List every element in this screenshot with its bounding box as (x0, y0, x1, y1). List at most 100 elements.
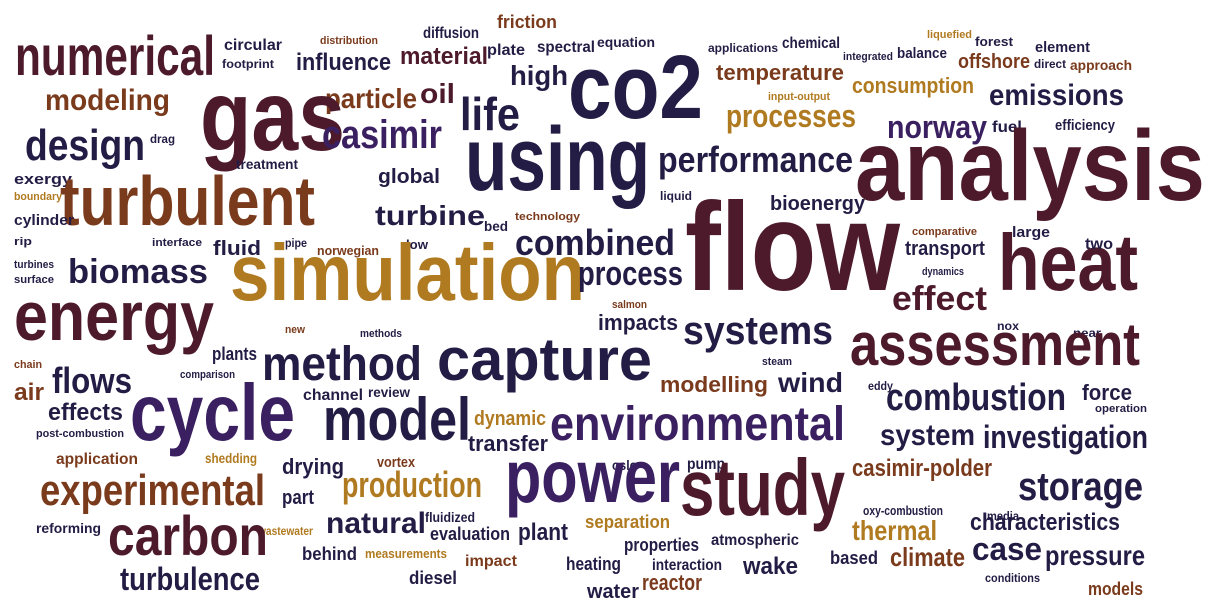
word: drying (282, 454, 344, 479)
word: biomass (68, 253, 208, 291)
word: gas (200, 60, 345, 172)
word: assessment (850, 311, 1140, 378)
word: treatment (236, 156, 298, 172)
word: liquefied (927, 29, 972, 41)
word: modelling (660, 372, 768, 397)
word: flows (52, 360, 132, 401)
word: input-output (768, 91, 830, 103)
word: numerical (15, 24, 215, 87)
word: influence (296, 49, 391, 76)
word: shedding (205, 450, 257, 466)
word: consumption (852, 73, 974, 98)
word: measurements (365, 546, 447, 561)
word: characteristics (970, 509, 1120, 536)
word: fluid (213, 238, 261, 260)
word: dynamics (922, 266, 964, 278)
word: turbine (375, 200, 485, 231)
word: experimental (40, 466, 265, 515)
word: spectral (537, 39, 595, 56)
word: fuel (992, 119, 1022, 136)
word: method (262, 338, 422, 391)
word: carbon (108, 504, 268, 567)
word: climate (890, 542, 965, 572)
word: comparison (180, 369, 235, 381)
word: environmental (550, 398, 845, 451)
word: exergy (14, 171, 73, 188)
word: temperature (716, 60, 844, 85)
word: equation (597, 34, 655, 50)
word: chain (14, 359, 42, 371)
word: impact (465, 553, 518, 570)
word: pressure (1045, 540, 1145, 571)
word: effects (48, 399, 123, 426)
word: life (460, 88, 520, 140)
word: vortex (377, 454, 416, 471)
word: near (1073, 326, 1101, 340)
word: norway (887, 109, 987, 145)
word: rip (14, 236, 32, 248)
word: energy (14, 277, 214, 355)
word: operation (1095, 403, 1147, 415)
word: drag (150, 132, 175, 146)
word: plant (518, 519, 568, 546)
word: combined (515, 222, 675, 263)
word: capture (437, 326, 652, 393)
word: diesel (409, 568, 457, 588)
word: friction (497, 12, 557, 32)
word: analysis (855, 110, 1205, 222)
word: turbulent (60, 162, 315, 240)
word: flow (685, 178, 901, 317)
word: performance (658, 139, 853, 180)
word: interaction (652, 557, 722, 574)
word: circular (224, 37, 282, 54)
word: case (972, 531, 1042, 567)
word: fluidized (425, 509, 475, 525)
word: modeling (45, 84, 170, 117)
word: turbines (14, 259, 54, 271)
word: impacts (598, 310, 678, 335)
word: surface (14, 274, 54, 286)
word: offshore (958, 51, 1030, 73)
word: based (830, 548, 878, 568)
word: element (1035, 39, 1090, 56)
word: two (1085, 236, 1113, 253)
word: review (368, 384, 410, 400)
word: production (342, 464, 482, 505)
word: high (510, 60, 568, 91)
word: reactor (642, 570, 702, 595)
word: storage (1018, 465, 1143, 509)
word: heating (566, 554, 621, 574)
word: co2 (568, 38, 703, 138)
word: efficiency (1055, 117, 1116, 134)
word: oxy-combustion (863, 503, 943, 518)
word: behind (302, 544, 357, 564)
word: air (14, 379, 44, 406)
word: plate (487, 42, 525, 59)
word: pipe (285, 236, 307, 250)
word: technology (515, 211, 581, 223)
word: balance (897, 45, 947, 62)
word: casimir (322, 113, 442, 157)
word: application (56, 451, 138, 468)
word: using (465, 110, 650, 210)
word: power (505, 435, 680, 518)
word: eddy (868, 379, 893, 393)
word: evaluation (430, 524, 510, 544)
word: study (680, 443, 845, 532)
word: norwegian (317, 243, 379, 258)
word: material (400, 43, 488, 70)
word: new (285, 324, 305, 336)
word: effect (892, 280, 987, 318)
word: system (880, 419, 975, 452)
word: nox (997, 319, 1019, 333)
word: integrated (843, 51, 893, 63)
word: media (987, 509, 1019, 523)
word: oil (420, 78, 455, 109)
word: liquid (660, 189, 692, 203)
word: chemical (782, 35, 840, 52)
word: forest (975, 34, 1014, 49)
word: applications (708, 41, 778, 55)
word: natural (326, 507, 426, 540)
word: pump (687, 456, 725, 473)
word: wind (777, 367, 843, 398)
